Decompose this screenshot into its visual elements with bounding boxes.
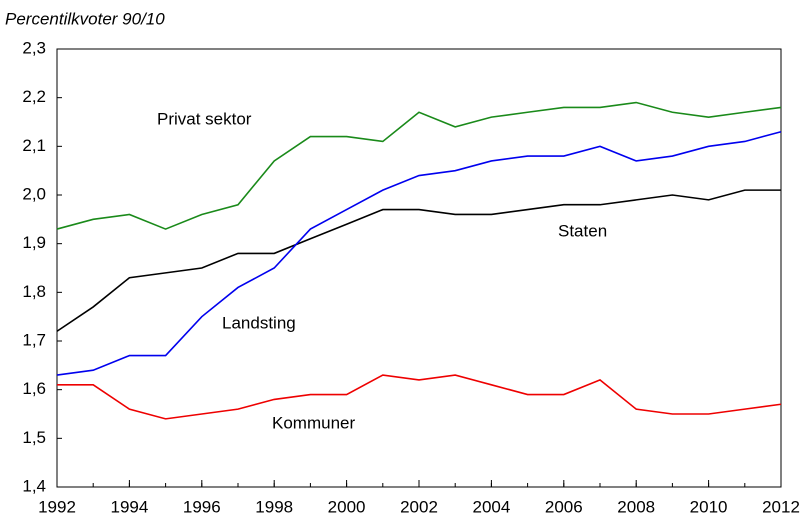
x-tick-label: 1994 xyxy=(110,497,148,516)
y-tick-label: 1,4 xyxy=(22,476,46,495)
y-tick-label: 2,1 xyxy=(22,136,46,155)
x-tick-label: 2000 xyxy=(328,497,366,516)
y-tick-label: 1,8 xyxy=(22,282,46,301)
series-line xyxy=(56,130,782,376)
x-tick-label: 2006 xyxy=(545,497,583,516)
y-tick-label: 2,3 xyxy=(22,38,46,57)
x-tick-label: 2010 xyxy=(690,497,728,516)
series-label: Privat sektor xyxy=(157,109,252,128)
series-line xyxy=(57,374,782,420)
series-line xyxy=(56,101,782,230)
y-tick-label: 2,2 xyxy=(22,87,46,106)
chart-title: Percentilkvoter 90/10 xyxy=(5,9,165,28)
x-tick-label: 1998 xyxy=(255,497,293,516)
y-tick-label: 1,7 xyxy=(22,330,46,349)
series-line xyxy=(56,189,781,332)
series-label: Staten xyxy=(558,221,607,240)
x-tick-label: 1996 xyxy=(183,497,221,516)
y-tick-label: 1,5 xyxy=(22,428,46,447)
y-tick-label: 1,6 xyxy=(22,379,46,398)
x-tick-label: 2012 xyxy=(762,497,800,516)
x-tick-label: 1992 xyxy=(38,497,76,516)
y-tick-label: 2,0 xyxy=(22,184,46,203)
y-tick-label: 1,9 xyxy=(22,233,46,252)
series-label: Kommuner xyxy=(272,413,355,432)
x-tick-label: 2004 xyxy=(472,497,510,516)
x-tick-label: 2002 xyxy=(400,497,438,516)
series-label: Landsting xyxy=(222,313,296,332)
x-tick-label: 2008 xyxy=(617,497,655,516)
